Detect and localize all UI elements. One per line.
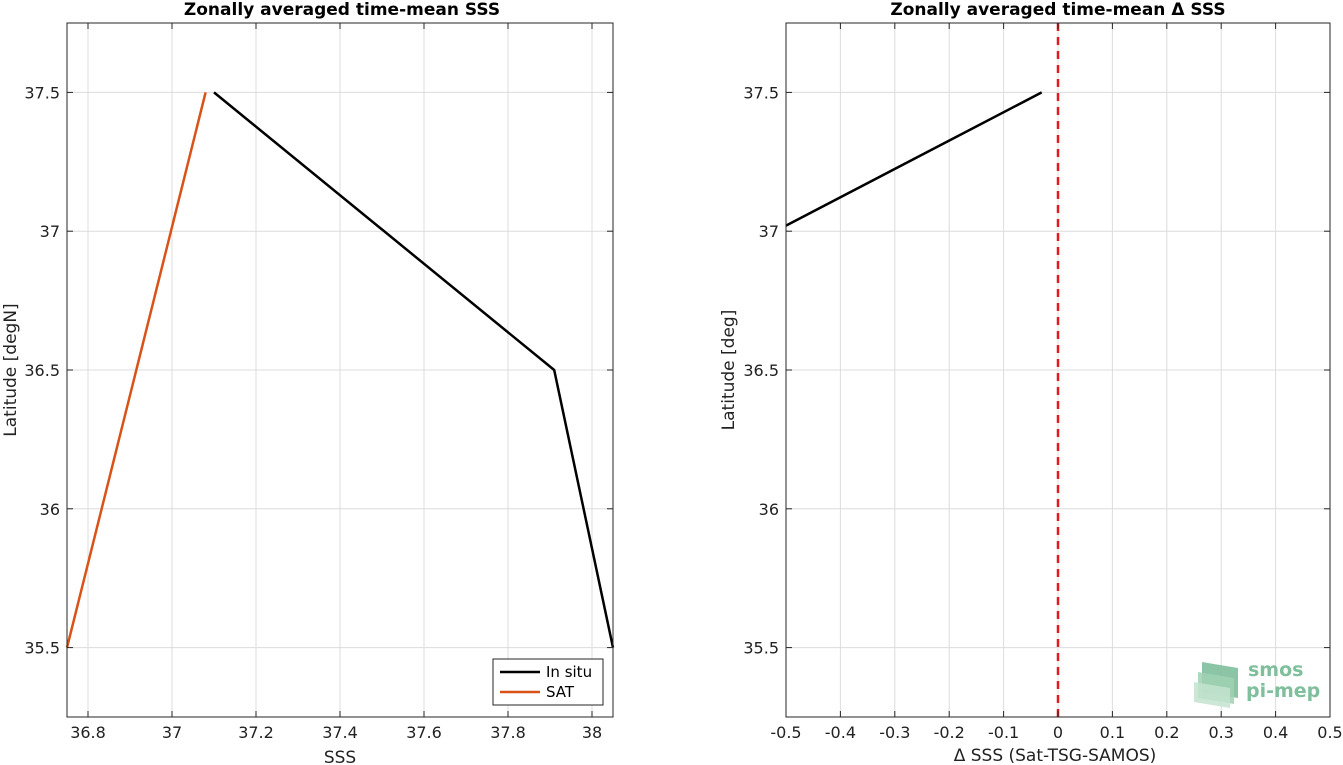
right-x-tick-label: 0.3	[1208, 723, 1233, 742]
legend-box	[492, 658, 604, 706]
right-y-tick-label: 36	[759, 500, 779, 519]
left-y-axis-label: Latitude [degN]	[1, 303, 21, 436]
left-y-tick-label: 36.5	[24, 361, 60, 380]
right-chart-title: Zonally averaged time-mean Δ SSS	[890, 0, 1225, 20]
right-x-tick-label: 0.5	[1317, 723, 1342, 742]
right-y-tick-label: 37	[759, 222, 779, 241]
panel-sss: Zonally averaged time-mean SSS 36.8 37 37.…	[1, 0, 615, 765]
right-x-tick-label: -0.3	[879, 723, 910, 742]
left-x-tick-label: 37.2	[238, 723, 274, 742]
right-line-series-0	[785, 91, 1043, 227]
right-x-tick-label: 0	[1053, 723, 1063, 742]
left-line-sat	[65, 92, 207, 648]
left-chart-title: Zonally averaged time-mean SSS	[184, 0, 500, 20]
left-ticks: 36.8 37 37.2 37.4 37.6 37.8 38 35.5 36 36.5 37 37.5	[24, 23, 613, 742]
right-y-tick-label: 36.5	[743, 361, 779, 380]
left-x-tick-label: 37.6	[406, 723, 442, 742]
panel-delta-sss: Zonally averaged time-mean Δ SSS -0.5 -0.…	[719, 0, 1343, 765]
left-x-tick-label: 37.8	[490, 723, 526, 742]
right-y-axis-label: Latitude [deg]	[719, 310, 739, 431]
left-x-tick-label: 38	[582, 723, 602, 742]
right-y-tick-label: 35.5	[743, 639, 779, 658]
right-y-tick-label: 37.5	[743, 83, 779, 102]
left-series	[65, 91, 615, 648]
right-x-tick-label: -0.4	[825, 723, 856, 742]
legend-label-sat: SAT	[546, 683, 575, 701]
left-y-tick-label: 35.5	[24, 639, 60, 658]
right-x-tick-label: -0.2	[934, 723, 965, 742]
right-ticks: -0.5 -0.4 -0.3 -0.2 -0.1 0 0.1 0.2 0.3 0.4 0.5 35.5…	[743, 23, 1343, 742]
legend: In situ SAT	[492, 658, 604, 706]
logo-layers-icon	[1194, 662, 1238, 708]
left-y-tick-label: 36	[40, 500, 60, 519]
right-series	[785, 91, 1043, 227]
right-x-tick-label: -0.5	[770, 723, 801, 742]
logo-text-pi-mep: pi-mep	[1246, 680, 1320, 702]
legend-label-in-situ: In situ	[546, 663, 592, 681]
left-x-tick-label: 37	[162, 723, 182, 742]
right-x-axis-label: Δ SSS (Sat-TSG-SAMOS)	[954, 746, 1157, 765]
right-x-tick-label: -0.1	[988, 723, 1019, 742]
left-x-tick-label: 37.4	[322, 723, 358, 742]
right-x-tick-label: 0.4	[1263, 723, 1288, 742]
left-x-axis-label: SSS	[324, 748, 356, 765]
smos-pi-mep-logo: smos pi-mep	[1194, 659, 1320, 708]
left-y-tick-label: 37	[40, 222, 60, 241]
left-grid	[67, 23, 613, 717]
left-x-tick-label: 36.8	[70, 723, 106, 742]
left-line-in-situ	[213, 91, 615, 648]
logo-text-smos: smos	[1248, 659, 1303, 681]
left-y-tick-label: 37.5	[24, 83, 60, 102]
right-x-tick-label: 0.1	[1100, 723, 1125, 742]
right-x-tick-label: 0.2	[1154, 723, 1179, 742]
